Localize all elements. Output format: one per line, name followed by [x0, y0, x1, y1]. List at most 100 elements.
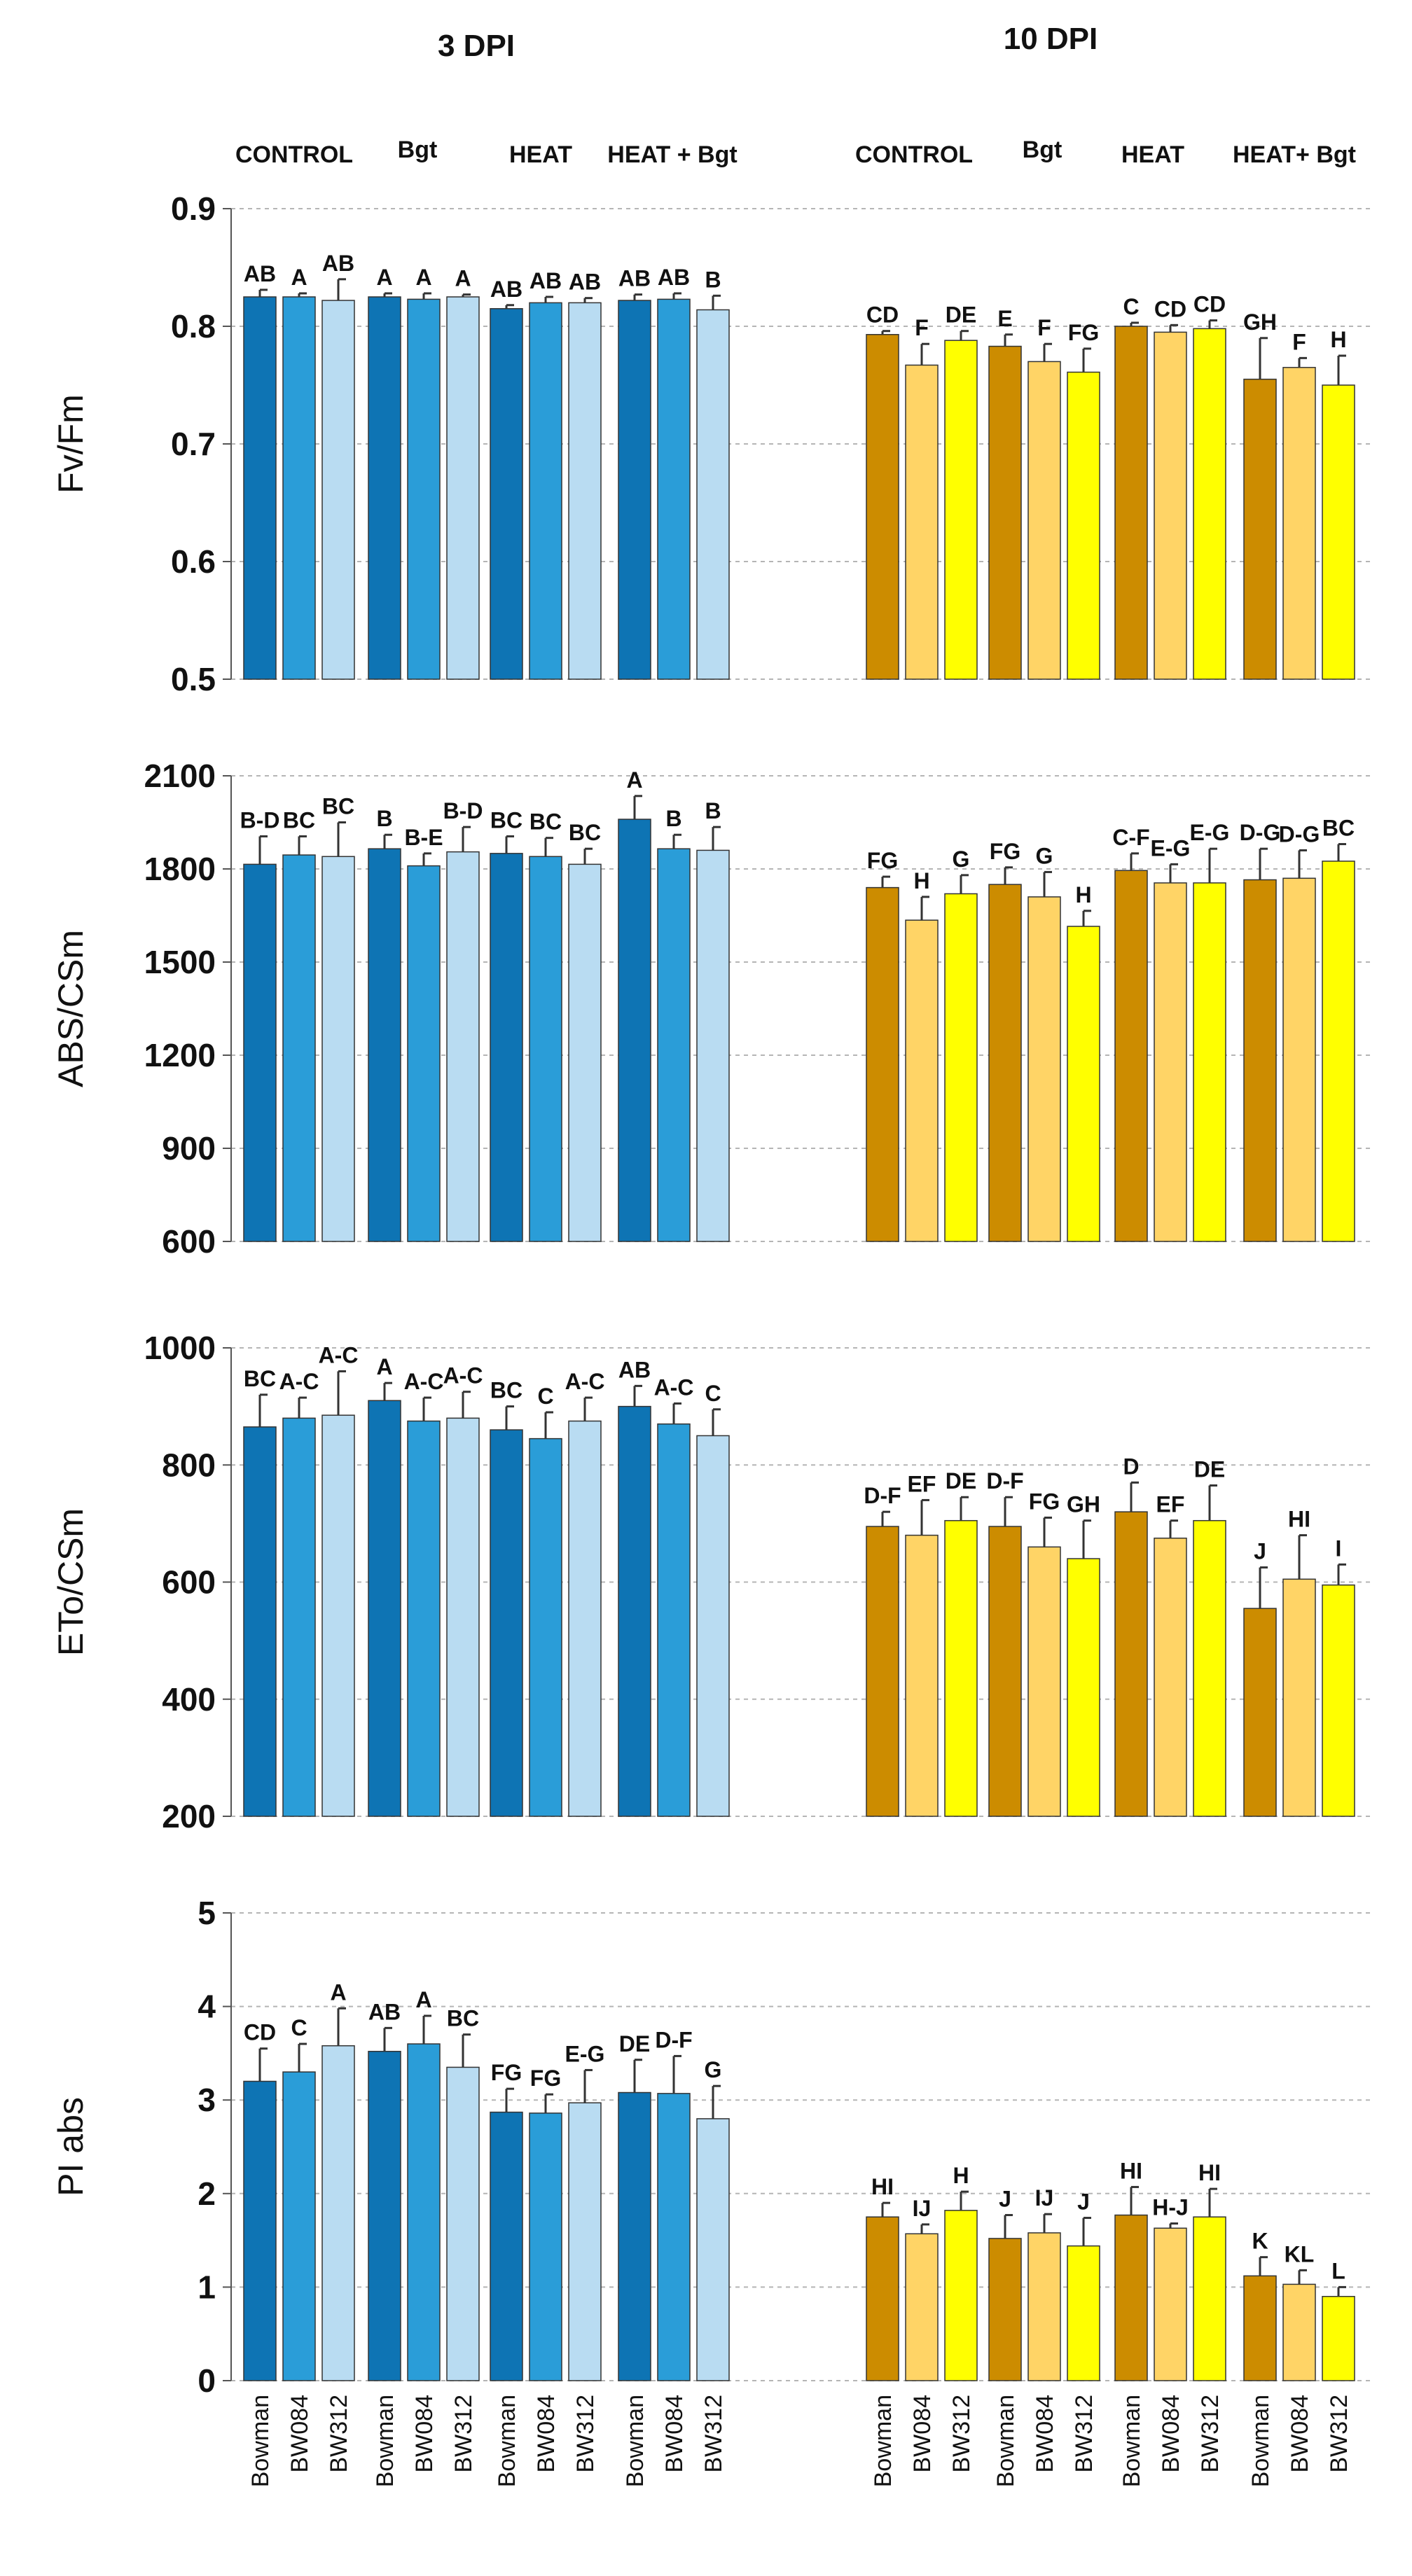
- bar-3dpi-0-2: [321, 1414, 355, 1817]
- cultivar-label: Bowman: [372, 2395, 399, 2487]
- significance-label: AB: [530, 268, 562, 293]
- cultivar-label: BW312: [1197, 2395, 1224, 2473]
- significance-label: IJ: [913, 2196, 932, 2221]
- header-3dpi: 3 DPI: [438, 29, 515, 63]
- bar-10dpi-3-1: [1282, 1578, 1316, 1817]
- significance-label: A-C: [565, 1369, 605, 1394]
- bar-10dpi-1-2: [1067, 2245, 1100, 2381]
- bar-3dpi-0-2: [321, 856, 355, 1242]
- significance-label: A: [626, 767, 642, 793]
- y-tick-label: 0.5: [171, 661, 216, 697]
- significance-label: A: [415, 1987, 431, 2012]
- bar-3dpi-0-2: [321, 2045, 355, 2381]
- bar-3dpi-1-0: [368, 2050, 401, 2381]
- bar-10dpi-2-1: [1154, 882, 1187, 1242]
- bar-3dpi-3-1: [657, 848, 691, 1242]
- bar-3dpi-0-1: [282, 2071, 316, 2381]
- y-axis-label: ETo/CSm: [51, 1508, 90, 1656]
- bar-3dpi-2-1: [529, 1437, 562, 1817]
- significance-label: E-G: [1151, 835, 1191, 861]
- significance-label: BC: [322, 794, 354, 819]
- bar-3dpi-2-1: [529, 2112, 562, 2381]
- significance-label: HI: [871, 2174, 894, 2199]
- bar-3dpi-2-2: [568, 863, 602, 1242]
- significance-label: C: [705, 1381, 721, 1406]
- significance-label: DE: [1194, 1457, 1225, 1482]
- significance-label: L: [1331, 2258, 1345, 2283]
- significance-label: H: [913, 868, 929, 893]
- significance-label: C: [291, 2015, 307, 2040]
- bar-10dpi-1-0: [988, 1526, 1022, 1817]
- significance-label: BC: [244, 1366, 276, 1391]
- bar-3dpi-3-2: [696, 309, 730, 680]
- y-tick-label: 5: [198, 1895, 216, 1931]
- significance-label: BC: [283, 807, 315, 833]
- significance-label: E: [997, 306, 1012, 331]
- y-tick-label: 4: [198, 1989, 216, 2025]
- significance-label: IJ: [1035, 2185, 1054, 2211]
- bar-3dpi-3-0: [618, 300, 651, 680]
- bar-10dpi-1-0: [988, 2238, 1022, 2381]
- significance-label: B-E: [404, 825, 443, 850]
- y-axis-label: ABS/CSm: [51, 930, 90, 1087]
- significance-label: EF: [1156, 1492, 1185, 1517]
- bar-3dpi-1-2: [446, 851, 480, 1242]
- bar-3dpi-0-0: [243, 296, 277, 680]
- significance-label: C: [537, 1384, 553, 1409]
- y-axis-label: Fv/Fm: [51, 394, 90, 494]
- y-tick-label: 0.7: [171, 426, 216, 462]
- bar-10dpi-0-0: [866, 2216, 899, 2381]
- significance-label: H: [1330, 327, 1346, 352]
- bar-3dpi-0-2: [321, 300, 355, 680]
- bar-10dpi-0-0: [866, 334, 899, 680]
- significance-label: HI: [1120, 2158, 1142, 2183]
- significance-label: B: [705, 798, 721, 823]
- y-axis-label: PI abs: [51, 2097, 90, 2196]
- significance-label: HI: [1198, 2160, 1221, 2185]
- cultivar-label: BW312: [1326, 2395, 1352, 2473]
- treatment-heat-10dpi: HEAT: [1121, 141, 1184, 168]
- bar-3dpi-3-1: [657, 298, 691, 680]
- bar-10dpi-1-1: [1027, 1546, 1061, 1817]
- significance-label: A: [330, 1979, 346, 2005]
- significance-label: CD: [244, 2020, 276, 2045]
- bar-10dpi-2-0: [1114, 870, 1148, 1242]
- bar-10dpi-1-1: [1027, 361, 1061, 680]
- cultivar-label: BW084: [1158, 2395, 1184, 2473]
- bar-10dpi-0-2: [944, 2210, 978, 2381]
- cultivar-label: Bowman: [1119, 2395, 1145, 2487]
- bar-3dpi-3-0: [618, 819, 651, 1242]
- bar-10dpi-0-1: [905, 1534, 939, 1817]
- significance-label: A-C: [404, 1369, 444, 1394]
- cultivar-label: BW084: [533, 2395, 560, 2473]
- bar-3dpi-3-1: [657, 2093, 691, 2381]
- significance-label: I: [1336, 1536, 1342, 1561]
- significance-label: DE: [946, 302, 976, 328]
- y-tick-label: 900: [162, 1130, 216, 1167]
- bar-3dpi-1-1: [407, 298, 441, 680]
- significance-label: BC: [490, 1378, 522, 1403]
- significance-label: J: [1254, 1539, 1266, 1564]
- bar-10dpi-2-1: [1154, 1538, 1187, 1817]
- bar-3dpi-1-0: [368, 296, 401, 680]
- significance-label: FG: [1029, 1489, 1060, 1515]
- bar-3dpi-1-2: [446, 296, 480, 680]
- significance-label: C-F: [1112, 825, 1149, 850]
- cultivar-label: Bowman: [622, 2395, 649, 2487]
- bar-10dpi-0-1: [905, 364, 939, 680]
- bar-3dpi-2-0: [490, 308, 523, 680]
- significance-label: J: [999, 2187, 1011, 2212]
- bar-3dpi-2-0: [490, 2111, 523, 2381]
- bar-10dpi-2-1: [1154, 331, 1187, 680]
- significance-label: FG: [867, 848, 898, 873]
- cultivar-label: Bowman: [494, 2395, 520, 2487]
- significance-label: AB: [244, 261, 276, 286]
- bar-10dpi-0-0: [866, 886, 899, 1242]
- significance-label: H-J: [1152, 2195, 1189, 2220]
- bar-10dpi-2-0: [1114, 326, 1148, 680]
